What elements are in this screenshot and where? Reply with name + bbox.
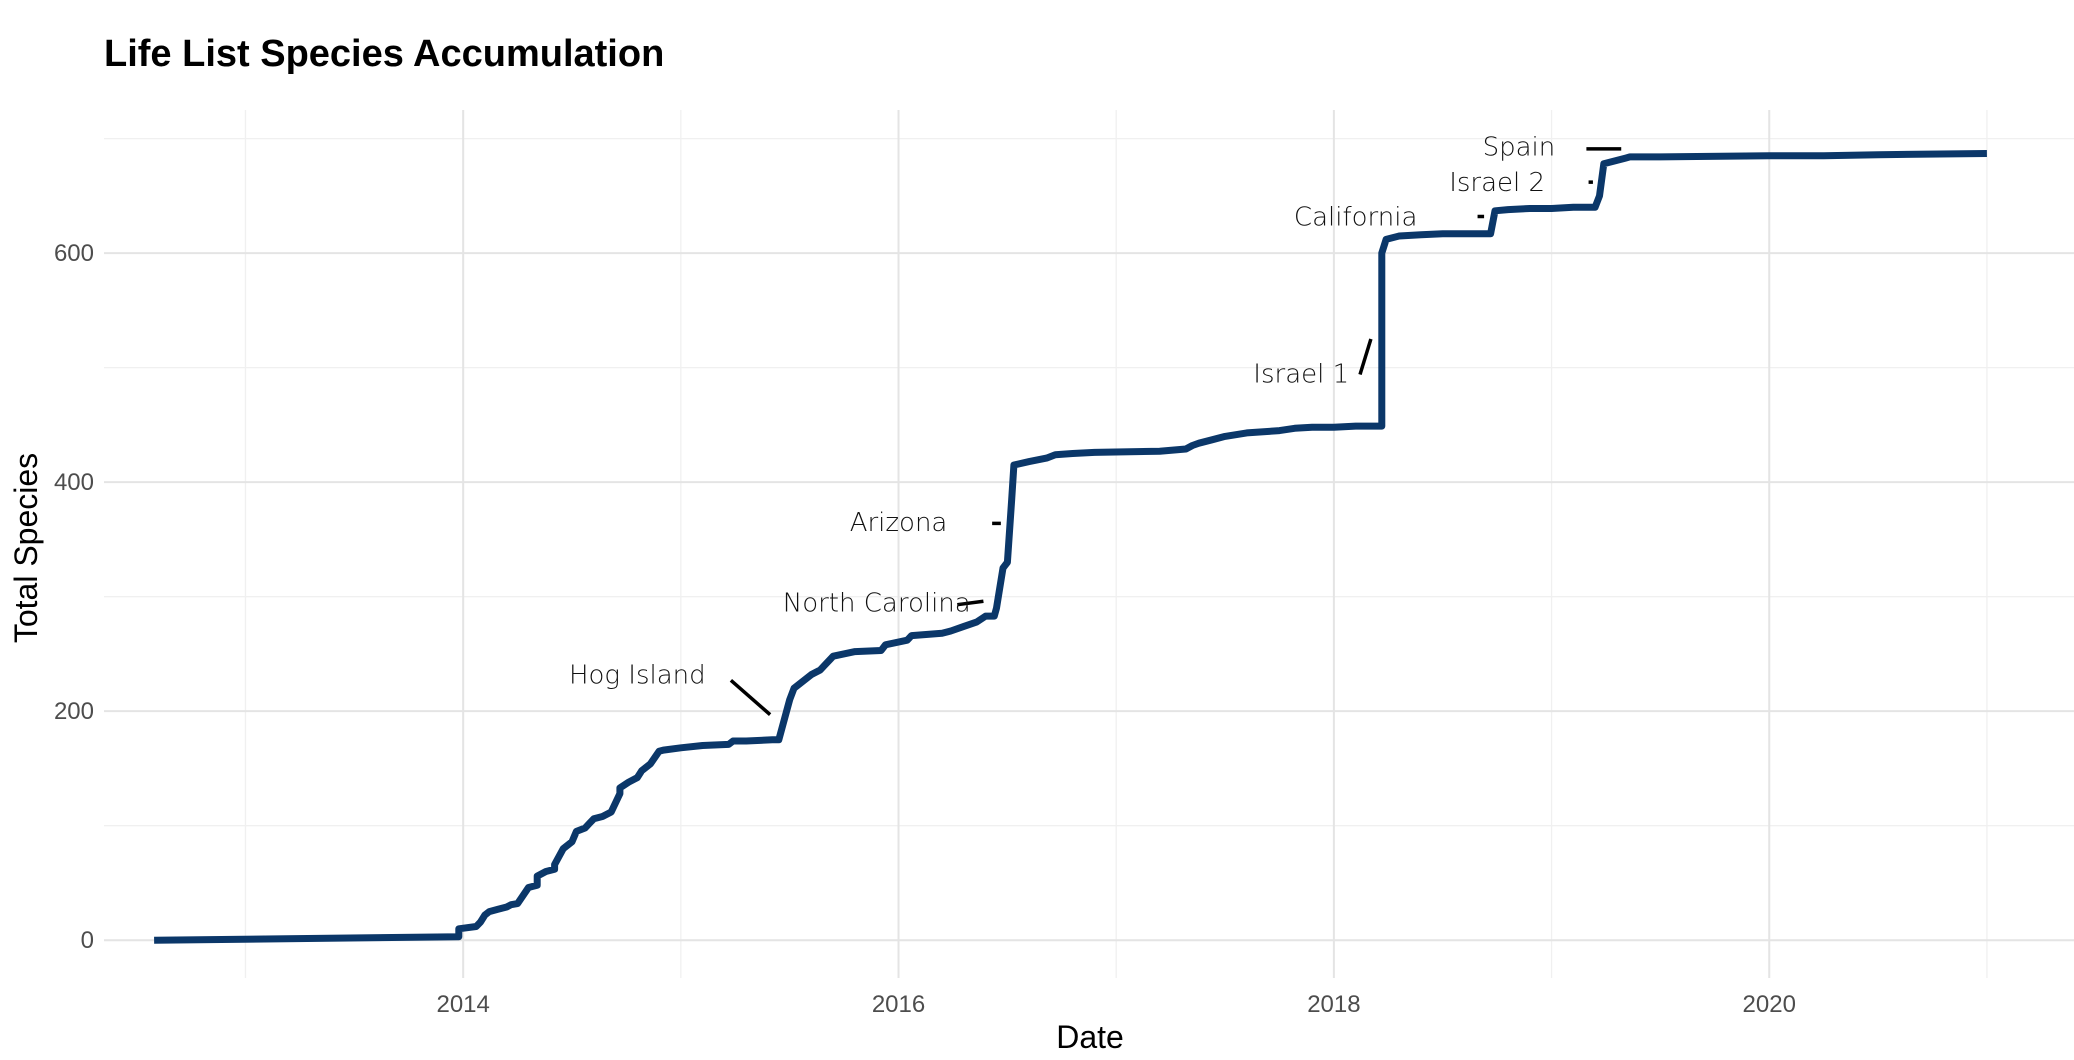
annotation-segment xyxy=(957,599,984,607)
x-tick-label: 2018 xyxy=(1307,991,1360,1018)
annotation-segment xyxy=(729,678,772,716)
annotation-label: Spain xyxy=(1483,133,1556,163)
annotation-label: California xyxy=(1294,202,1417,232)
y-axis-title: Total Species xyxy=(8,453,44,643)
annotation-label: Hog Island xyxy=(569,661,706,691)
series-line xyxy=(154,150,1987,944)
annotation-label: North Carolina xyxy=(783,588,971,618)
chart-title: Life List Species Accumulation xyxy=(104,33,664,75)
x-axis-title: Date xyxy=(1056,1019,1124,1055)
annotation-label: Arizona xyxy=(850,508,948,538)
x-tick-label: 2016 xyxy=(872,991,925,1018)
y-tick-label: 600 xyxy=(54,240,94,267)
y-tick-label: 400 xyxy=(54,469,94,496)
grid-lines xyxy=(104,110,2074,978)
annotations: Hog Island North Carolina Arizona Israel 1 C… xyxy=(569,133,1622,716)
x-tick-label: 2014 xyxy=(436,991,489,1018)
annotation-label: Israel 2 xyxy=(1449,168,1545,198)
y-tick-label: 200 xyxy=(54,698,94,725)
tick-labels: 2014 2016 2018 2020 0 200 400 600 xyxy=(54,240,1796,1018)
y-tick-label: 0 xyxy=(81,927,94,954)
data-layer xyxy=(154,150,1987,944)
annotation-segment xyxy=(1358,338,1373,376)
annotation-label: Israel 1 xyxy=(1253,359,1349,389)
x-tick-label: 2020 xyxy=(1743,991,1796,1018)
